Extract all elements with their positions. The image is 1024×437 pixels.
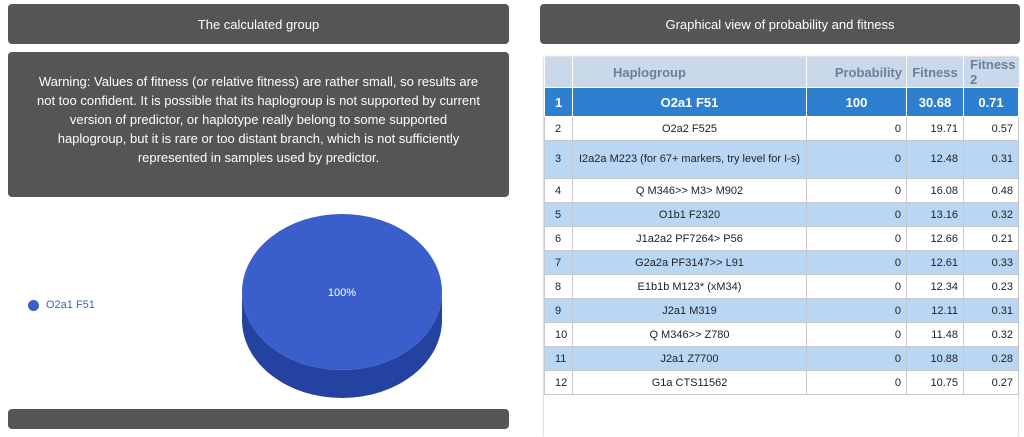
cell-fitness-2: 0.57 (963, 116, 1019, 141)
column-header-fitness-2[interactable]: Fitness 2 (963, 57, 1019, 88)
pie-legend[interactable]: O2a1 F51 (28, 299, 95, 311)
column-header-probability[interactable]: Probability (806, 57, 907, 88)
cell-fitness-2: 0.23 (963, 274, 1019, 299)
table-row[interactable]: 2 O2a2 F525 0 19.71 0.57 (544, 116, 1019, 141)
calculated-group-header: The calculated group (8, 4, 509, 44)
cell-index: 5 (544, 202, 573, 227)
cell-fitness: 12.48 (906, 140, 964, 179)
cell-fitness-2: 0.27 (963, 370, 1019, 395)
cell-haplogroup: I2a2a M223 (for 67+ markers, try level f… (572, 140, 807, 179)
graphical-view-title: Graphical view of probability and fitnes… (665, 16, 895, 32)
cell-fitness-2: 0.33 (963, 250, 1019, 275)
cell-fitness: 12.34 (906, 274, 964, 299)
cell-fitness: 30.68 (906, 87, 964, 117)
cell-fitness-2: 0.48 (963, 178, 1019, 203)
cell-haplogroup: J2a1 Z7700 (572, 346, 807, 371)
cell-fitness-2: 0.31 (963, 298, 1019, 323)
cell-fitness: 19.71 (906, 116, 964, 141)
legend-label: O2a1 F51 (46, 299, 95, 311)
cell-fitness: 10.88 (906, 346, 964, 371)
pie-slice-side (242, 292, 442, 398)
cell-fitness: 12.11 (906, 298, 964, 323)
pie-chart[interactable]: 100% (240, 212, 445, 402)
cell-fitness-2: 0.28 (963, 346, 1019, 371)
cell-fitness-2: 0.71 (963, 87, 1019, 117)
cell-index: 12 (544, 370, 573, 395)
pie-slice[interactable] (242, 214, 442, 370)
cell-index: 3 (544, 140, 573, 179)
cell-probability: 0 (806, 250, 907, 275)
results-table-container: Haplogroup Probability Fitness Fitness 2… (544, 57, 1019, 437)
column-header-haplogroup[interactable]: Haplogroup (572, 57, 807, 88)
table-row[interactable]: 6 J1a2a2 PF7264> P56 0 12.66 0.21 (544, 226, 1019, 251)
pie-slice-label: 100% (328, 287, 356, 299)
table-row[interactable]: 11 J2a1 Z7700 0 10.88 0.28 (544, 346, 1019, 371)
next-panel-header (8, 409, 509, 429)
cell-haplogroup: G2a2a PF3147>> L91 (572, 250, 807, 275)
cell-index: 9 (544, 298, 573, 323)
cell-probability: 100 (806, 87, 907, 117)
cell-index: 10 (544, 322, 573, 347)
cell-probability: 0 (806, 322, 907, 347)
cell-haplogroup: O1b1 F2320 (572, 202, 807, 227)
table-row[interactable]: 8 E1b1b M123* (xM34) 0 12.34 0.23 (544, 274, 1019, 299)
cell-haplogroup: J2a1 M319 (572, 298, 807, 323)
cell-fitness-2: 0.31 (963, 140, 1019, 179)
cell-index: 8 (544, 274, 573, 299)
cell-fitness-2: 0.32 (963, 202, 1019, 227)
cell-index: 7 (544, 250, 573, 275)
cell-probability: 0 (806, 274, 907, 299)
cell-index: 11 (544, 346, 573, 371)
cell-probability: 0 (806, 178, 907, 203)
cell-probability: 0 (806, 370, 907, 395)
cell-index: 1 (544, 87, 573, 117)
cell-probability: 0 (806, 298, 907, 323)
cell-probability: 0 (806, 202, 907, 227)
table-row[interactable]: 3 I2a2a M223 (for 67+ markers, try level … (544, 140, 1019, 179)
table-row[interactable]: 12 G1a CTS11562 0 10.75 0.27 (544, 370, 1019, 395)
cell-haplogroup: O2a1 F51 (572, 87, 807, 117)
table-row[interactable]: 9 J2a1 M319 0 12.11 0.31 (544, 298, 1019, 323)
warning-message: Warning: Values of fitness (or relative … (8, 52, 509, 197)
cell-fitness: 12.61 (906, 250, 964, 275)
cell-fitness: 10.75 (906, 370, 964, 395)
results-table: Haplogroup Probability Fitness Fitness 2… (544, 57, 1019, 395)
cell-probability: 0 (806, 346, 907, 371)
cell-index: 6 (544, 226, 573, 251)
graphical-view-header: Graphical view of probability and fitnes… (540, 4, 1020, 44)
cell-haplogroup: E1b1b M123* (xM34) (572, 274, 807, 299)
table-header-row: Haplogroup Probability Fitness Fitness 2 (544, 57, 1019, 88)
cell-probability: 0 (806, 226, 907, 251)
cell-haplogroup: O2a2 F525 (572, 116, 807, 141)
cell-fitness-2: 0.32 (963, 322, 1019, 347)
cell-fitness-2: 0.21 (963, 226, 1019, 251)
cell-probability: 0 (806, 140, 907, 179)
table-row[interactable]: 10 Q M346>> Z780 0 11.48 0.32 (544, 322, 1019, 347)
cell-haplogroup: Q M346>> M3> M902 (572, 178, 807, 203)
cell-fitness: 13.16 (906, 202, 964, 227)
cell-probability: 0 (806, 116, 907, 141)
cell-fitness: 11.48 (906, 322, 964, 347)
calculated-group-title: The calculated group (197, 16, 320, 32)
cell-haplogroup: G1a CTS11562 (572, 370, 807, 395)
table-row[interactable]: 1 O2a1 F51 100 30.68 0.71 (544, 87, 1019, 117)
table-row[interactable]: 5 O1b1 F2320 0 13.16 0.32 (544, 202, 1019, 227)
cell-index: 2 (544, 116, 573, 141)
column-header-fitness[interactable]: Fitness (906, 57, 964, 88)
cell-index: 4 (544, 178, 573, 203)
legend-marker (28, 299, 39, 311)
table-row[interactable]: 7 G2a2a PF3147>> L91 0 12.61 0.33 (544, 250, 1019, 275)
cell-haplogroup: J1a2a2 PF7264> P56 (572, 226, 807, 251)
cell-fitness: 12.66 (906, 226, 964, 251)
cell-fitness: 16.08 (906, 178, 964, 203)
column-header-index (544, 57, 573, 88)
cell-haplogroup: Q M346>> Z780 (572, 322, 807, 347)
